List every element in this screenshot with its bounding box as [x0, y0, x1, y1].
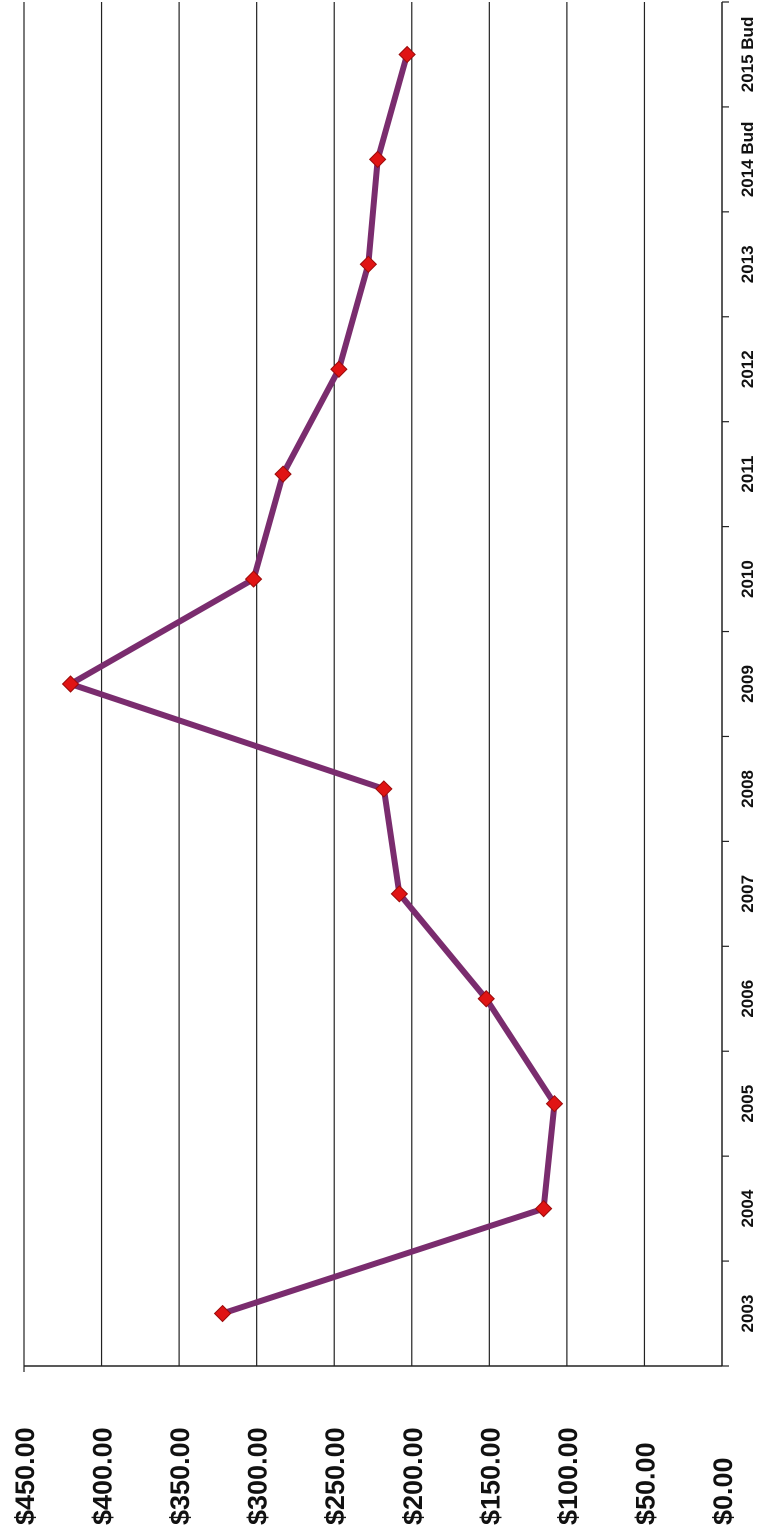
x-tick-label: 2014 Bud — [738, 122, 757, 198]
y-tick-label: $400.00 — [88, 1427, 118, 1525]
data-point-marker — [330, 360, 348, 378]
x-tick-label: 2015 Bud — [738, 17, 757, 93]
y-tick-label: $0.00 — [708, 1457, 738, 1525]
x-tick-label: 2010 — [738, 560, 757, 598]
axes — [23, 1, 729, 1372]
data-point-marker — [477, 990, 495, 1008]
data-point-marker — [534, 1199, 553, 1218]
y-tick-label: $200.00 — [398, 1427, 428, 1525]
y-tick-label: $300.00 — [243, 1427, 273, 1525]
data-point-marker — [375, 780, 393, 798]
data-markers — [61, 45, 564, 1323]
y-tick-label: $250.00 — [320, 1427, 350, 1525]
x-tick-label: 2005 — [738, 1085, 757, 1123]
x-tick-label: 2004 — [738, 1189, 757, 1227]
y-tick-label: $50.00 — [630, 1442, 660, 1525]
x-tick-label: 2003 — [738, 1295, 757, 1333]
y-tick-label: $450.00 — [10, 1427, 40, 1525]
data-point-marker — [274, 465, 292, 483]
x-axis-tick-labels: 2003 2004 2005 2006 2007 2008 2009 2010 2011 2012… — [738, 17, 757, 1333]
data-point-marker — [213, 1304, 232, 1323]
data-point-marker — [390, 885, 409, 903]
series-line — [67, 51, 558, 1317]
x-tick-label: 2012 — [738, 350, 757, 388]
x-tick-label: 2013 — [738, 245, 757, 283]
x-tick-label: 2009 — [738, 665, 757, 703]
data-point-marker — [359, 255, 378, 274]
x-tick-label: 2007 — [738, 875, 757, 913]
y-tick-label: $350.00 — [165, 1427, 195, 1525]
data-point-marker — [368, 150, 387, 169]
data-point-marker — [398, 45, 416, 64]
data-point-marker — [545, 1094, 564, 1113]
x-tick-label: 2011 — [738, 456, 757, 493]
y-axis-tick-labels: $0.00 $50.00 $100.00 $150.00 $200.00 $250.00 $… — [10, 1427, 738, 1525]
y-tick-label: $150.00 — [475, 1427, 505, 1525]
y-tick-label: $100.00 — [553, 1427, 583, 1525]
x-tick-label: 2008 — [738, 770, 757, 808]
grid-lines — [23, 2, 646, 1366]
data-point-marker — [61, 675, 80, 693]
data-series — [67, 51, 558, 1317]
data-point-marker — [244, 570, 263, 588]
x-tick-label: 2006 — [738, 980, 757, 1018]
